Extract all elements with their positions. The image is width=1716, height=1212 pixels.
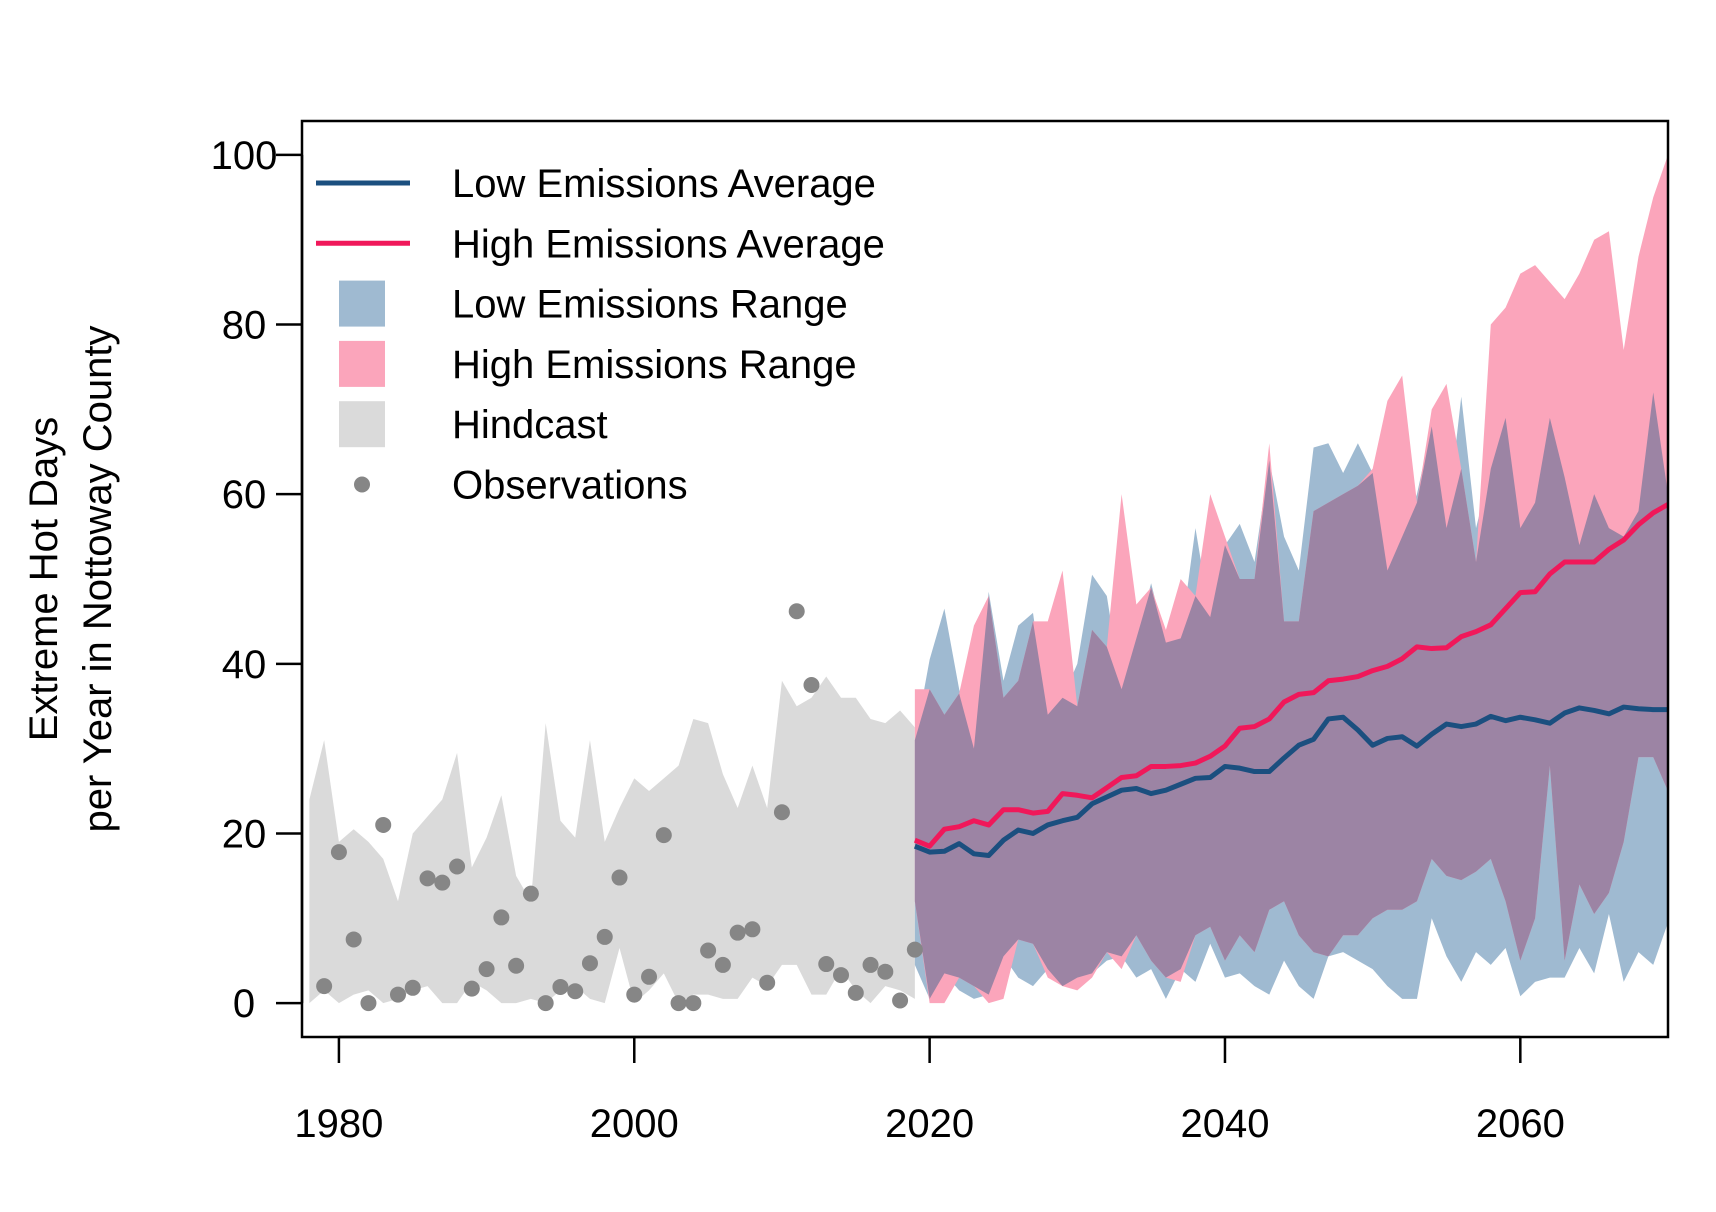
- y-tick-label: 0: [233, 982, 255, 1026]
- legend-swatch-hindcast: [339, 401, 385, 448]
- legend-swatch-high-emissions-range: [339, 340, 385, 387]
- observation-point: [537, 995, 554, 1012]
- x-tick-label: 2040: [1180, 1102, 1269, 1146]
- observation-point: [803, 677, 820, 694]
- observation-point: [700, 942, 717, 959]
- observation-point: [581, 955, 598, 972]
- observation-point: [759, 974, 776, 991]
- observation-point: [892, 992, 909, 1009]
- observation-point: [404, 979, 421, 996]
- observation-point: [330, 844, 347, 861]
- y-axis-label: Extreme Hot Days per Year in Nottoway Co…: [22, 326, 120, 833]
- observation-point: [906, 941, 923, 958]
- observation-point: [360, 995, 377, 1012]
- observation-point: [818, 956, 835, 973]
- high-emissions-average-line: [913, 502, 1668, 849]
- y-tick-label: 20: [222, 812, 267, 856]
- observation-point: [670, 995, 687, 1012]
- observation-point: [389, 986, 406, 1003]
- y-axis-label-line-2: per Year in Nottoway County: [76, 326, 120, 833]
- observation-point: [833, 967, 850, 984]
- low-emissions-average-line: [913, 704, 1668, 858]
- y-tick-label: 60: [222, 473, 267, 517]
- y-axis-label-line-1: Extreme Hot Days: [22, 417, 66, 742]
- x-tick-label: 1980: [294, 1102, 383, 1146]
- hindcast-band: [309, 676, 915, 1004]
- y-tick-label: 100: [211, 134, 278, 178]
- legend-label-high-emissions-average: High Emissions Average: [452, 222, 885, 266]
- observation-point: [788, 603, 805, 620]
- observation-point: [611, 869, 628, 886]
- observation-point: [685, 995, 702, 1012]
- observation-point: [478, 961, 495, 978]
- x-tick-label: 2000: [590, 1102, 679, 1146]
- observation-point: [345, 931, 362, 948]
- x-tick-label: 2020: [885, 1102, 974, 1146]
- y-tick-label: 80: [222, 304, 267, 348]
- observation-point: [375, 816, 392, 833]
- observation-point: [434, 874, 451, 891]
- observation-point: [641, 968, 658, 985]
- observation-point: [419, 870, 436, 887]
- observation-point: [449, 858, 466, 875]
- legend-swatch-observations: [354, 476, 370, 493]
- observation-point: [877, 963, 894, 980]
- observation-point: [567, 983, 584, 1000]
- observation-point: [773, 804, 790, 821]
- legend-label-hindcast: Hindcast: [452, 403, 608, 447]
- observation-point: [596, 928, 613, 945]
- observation-point: [508, 957, 525, 974]
- observation-point: [729, 924, 746, 941]
- observation-point: [862, 956, 879, 973]
- legend-label-observations: Observations: [452, 464, 688, 508]
- observation-point: [714, 956, 731, 973]
- observation-point: [522, 885, 539, 902]
- observation-point: [655, 827, 672, 844]
- legend: Low Emissions Average High Emissions Aver…: [316, 162, 885, 508]
- legend-swatch-low-emissions-range: [339, 280, 385, 327]
- observation-point: [316, 978, 333, 995]
- observation-point: [463, 980, 480, 997]
- observation-point: [552, 978, 569, 995]
- observation-point: [626, 986, 643, 1003]
- observation-point: [847, 984, 864, 1001]
- observation-point: [744, 921, 761, 938]
- legend-label-low-emissions-range: Low Emissions Range: [452, 283, 848, 327]
- legend-label-low-emissions-average: Low Emissions Average: [452, 162, 876, 206]
- x-tick-label: 2060: [1476, 1102, 1565, 1146]
- legend-label-high-emissions-range: High Emissions Range: [452, 343, 857, 387]
- y-tick-label: 40: [222, 643, 267, 687]
- observation-point: [493, 909, 510, 926]
- plot-layer: [309, 154, 1668, 1012]
